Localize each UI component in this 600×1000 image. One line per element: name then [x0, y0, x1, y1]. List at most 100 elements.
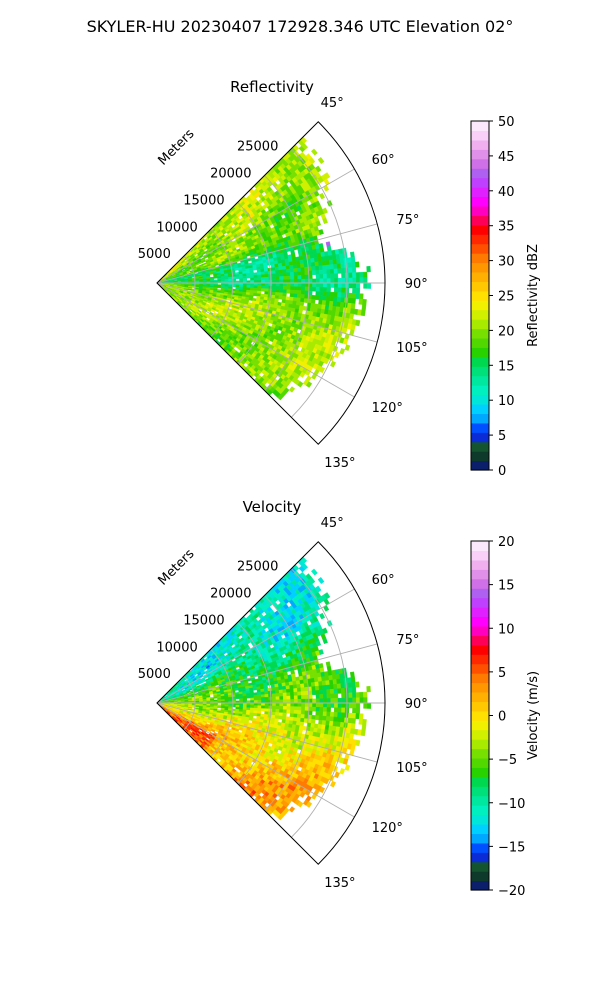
range-gate — [297, 290, 302, 295]
range-gate — [363, 691, 368, 698]
range-gate — [322, 291, 328, 297]
range-gate — [311, 294, 316, 300]
range-gate — [352, 702, 357, 709]
range-gate — [297, 275, 302, 280]
range-gate — [360, 729, 366, 737]
range-gate — [275, 285, 280, 290]
range-gate — [301, 698, 306, 704]
colorbar-swatch — [471, 347, 489, 358]
range-gate — [326, 702, 331, 708]
range-gate — [275, 282, 280, 287]
range-gate — [330, 273, 335, 279]
range-gate — [333, 268, 338, 274]
range-gate — [296, 687, 302, 693]
theta-tick-label: 45° — [321, 96, 344, 111]
range-gate — [315, 286, 320, 292]
range-gate — [359, 691, 364, 698]
range-gate — [274, 266, 280, 271]
range-gate — [293, 695, 299, 700]
range-gate — [308, 157, 316, 165]
range-gate — [337, 697, 342, 704]
range-gate — [300, 714, 305, 719]
range-gate — [326, 278, 331, 284]
range-gate — [282, 685, 287, 691]
range-gate — [289, 709, 295, 714]
range-gate — [290, 286, 295, 291]
range-gate — [351, 713, 357, 719]
panel-title: Reflectivity — [230, 78, 314, 96]
range-gate — [275, 709, 280, 713]
colorbar-swatch — [471, 451, 489, 462]
range-gate — [326, 707, 331, 713]
range-gate — [257, 697, 262, 701]
range-gate — [315, 702, 320, 708]
colorbar-tick-label: 10 — [498, 394, 515, 409]
radar-field — [158, 136, 372, 401]
colorbar-swatch — [471, 356, 489, 367]
range-gate — [361, 304, 367, 311]
range-gate — [264, 276, 269, 281]
theta-tick-label: 105° — [396, 341, 427, 356]
range-gate — [329, 716, 335, 722]
colorbar-swatch — [471, 422, 489, 433]
range-gate — [264, 705, 269, 710]
range-gate — [275, 699, 280, 704]
range-gate — [286, 282, 291, 287]
range-gate — [272, 285, 277, 290]
range-gate — [340, 717, 345, 723]
range-gate — [278, 686, 283, 691]
range-gate — [286, 695, 291, 700]
theta-tick-label: 90° — [405, 277, 428, 292]
range-gate — [341, 707, 346, 714]
range-gate — [319, 274, 324, 279]
range-gate — [322, 265, 327, 271]
range-gate — [354, 261, 360, 268]
range-gate — [310, 262, 316, 267]
range-gate — [329, 688, 335, 695]
range-gate — [356, 697, 361, 704]
range-gate — [246, 705, 251, 709]
colorbar-swatch — [471, 149, 489, 160]
colorbar-swatch — [471, 168, 489, 179]
range-gate — [261, 277, 266, 281]
colorbar-swatch — [471, 262, 489, 273]
range-gate — [278, 689, 284, 694]
range-gate — [289, 264, 294, 270]
range-gate — [278, 715, 283, 720]
range-gate — [257, 691, 262, 696]
range-gate — [272, 705, 277, 710]
range-gate — [329, 291, 335, 298]
range-tick-label: 20000 — [210, 167, 251, 182]
range-gate — [359, 713, 364, 720]
range-gate — [279, 706, 284, 710]
range-gate — [326, 711, 331, 717]
panel-title: Velocity — [243, 498, 302, 516]
theta-tick-label: 75° — [396, 213, 419, 228]
range-gate — [285, 265, 291, 270]
range-gate — [348, 697, 353, 704]
range-gate — [351, 267, 357, 273]
range-gate — [275, 712, 280, 717]
range-gate — [329, 264, 335, 270]
range-gate — [257, 694, 262, 698]
range-gate — [333, 693, 339, 699]
range-gate — [290, 695, 295, 700]
colorbar-tick-label: 45 — [498, 150, 515, 165]
range-gate — [315, 282, 320, 288]
range-gate — [301, 706, 306, 711]
range-gate — [235, 276, 240, 280]
range-gate — [351, 718, 356, 725]
range-gate — [292, 717, 298, 722]
range-gate — [297, 706, 302, 711]
range-gate — [351, 687, 357, 693]
range-gate — [333, 683, 338, 690]
range-gate — [347, 262, 353, 269]
colorbar-swatch — [471, 253, 489, 264]
range-gate — [352, 697, 357, 704]
range-gate — [322, 269, 328, 275]
range-gate — [356, 702, 361, 709]
range-gate — [329, 711, 335, 718]
colorbar-tick-label: 50 — [498, 115, 515, 130]
range-gate — [279, 276, 284, 280]
